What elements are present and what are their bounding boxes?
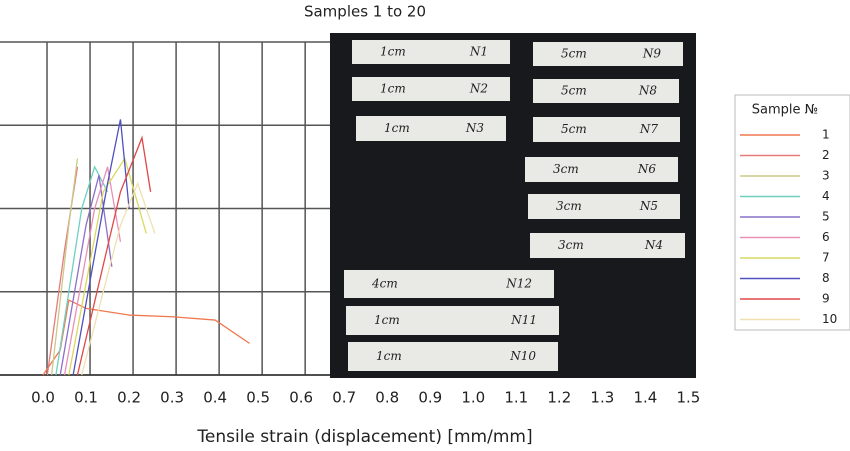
legend-label: 9 xyxy=(822,292,830,306)
strip-sample: N8 xyxy=(638,84,658,98)
legend-label: 1 xyxy=(822,128,830,142)
strip xyxy=(348,342,558,371)
legend-label: 7 xyxy=(822,251,830,265)
strip-sample: N9 xyxy=(642,47,662,61)
legend-label: 6 xyxy=(822,230,830,244)
legend-label: 4 xyxy=(822,189,830,203)
x-tick-label: 1.4 xyxy=(633,389,657,407)
strip xyxy=(356,116,506,141)
x-tick-label: 0.2 xyxy=(117,389,141,407)
legend-label: 8 xyxy=(822,271,830,285)
strip xyxy=(530,233,685,258)
strip-size: 5cm xyxy=(561,47,587,61)
series-line xyxy=(55,165,109,376)
x-tick-label: 1.0 xyxy=(461,389,485,407)
x-tick-label: 0.1 xyxy=(74,389,98,407)
strip xyxy=(528,194,680,219)
series-line xyxy=(76,135,152,376)
strip-size: 1cm xyxy=(374,313,400,327)
strip xyxy=(525,157,678,182)
strip-sample: N4 xyxy=(644,238,663,252)
strip-sample: N6 xyxy=(637,162,657,176)
legend-entries: 1 2 3 4 5 6 7 8 9 10 xyxy=(740,128,837,326)
x-tick-label: 1.2 xyxy=(547,389,571,407)
x-tick-label: 0.9 xyxy=(418,389,442,407)
series-line xyxy=(59,175,113,376)
plot-area xyxy=(0,41,330,376)
photo-strips: 1cm N1 1cm N2 1cm N3 5cm N9 5cm N8 5cm N7 3cm N6 3cm N5… xyxy=(344,40,685,371)
series-line xyxy=(72,119,130,376)
strip-size: 1cm xyxy=(384,121,410,135)
series-line xyxy=(50,158,79,376)
strip-size: 3cm xyxy=(556,199,582,213)
strip xyxy=(533,42,683,66)
strip-size: 4cm xyxy=(371,277,398,291)
strip-sample: N5 xyxy=(639,199,658,213)
x-tick-label: 0.5 xyxy=(246,389,270,407)
strip-size: 5cm xyxy=(561,84,587,98)
strip xyxy=(344,270,554,298)
strip-sample: N11 xyxy=(510,313,537,327)
legend-label: 3 xyxy=(822,169,830,183)
strip-size: 3cm xyxy=(553,162,579,176)
strip-sample: N10 xyxy=(509,349,536,363)
x-tick-label: 0.4 xyxy=(203,389,227,407)
x-tick-label: 0.3 xyxy=(160,389,184,407)
strip xyxy=(346,306,559,335)
strip-size: 5cm xyxy=(561,122,587,136)
x-tick-label: 1.1 xyxy=(504,389,528,407)
x-tick-label: 0.8 xyxy=(375,389,399,407)
strip-sample: N7 xyxy=(639,122,659,136)
strip-sample: N2 xyxy=(469,82,488,96)
series-line xyxy=(81,181,156,376)
strip-sample: N1 xyxy=(469,45,488,59)
x-tick-label: 0.6 xyxy=(289,389,313,407)
legend-label: 5 xyxy=(822,210,830,224)
strip xyxy=(352,77,510,101)
chart-title: Samples 1 to 20 xyxy=(304,3,426,21)
series-line xyxy=(63,166,122,376)
legend-title: Sample № xyxy=(752,103,818,118)
legend-label: 10 xyxy=(822,312,837,326)
strip-size: 1cm xyxy=(380,82,406,96)
x-tick-label: 0.0 xyxy=(31,389,55,407)
strip-size: 1cm xyxy=(380,45,406,59)
strip xyxy=(533,79,679,103)
strip-sample: N3 xyxy=(465,121,485,135)
strip-sample: N12 xyxy=(505,277,532,291)
strip-size: 1cm xyxy=(376,349,402,363)
strip xyxy=(533,117,680,142)
legend xyxy=(734,94,850,331)
x-tick-label: 1.3 xyxy=(590,389,614,407)
strip xyxy=(352,40,510,64)
x-tick-label: 1.5 xyxy=(676,389,700,407)
x-tick-label: 0.7 xyxy=(332,389,356,407)
legend-label: 2 xyxy=(822,148,830,162)
series-line xyxy=(68,156,147,376)
strip-size: 3cm xyxy=(558,238,584,252)
x-axis-label: Tensile strain (displacement) [mm/mm] xyxy=(196,427,532,447)
